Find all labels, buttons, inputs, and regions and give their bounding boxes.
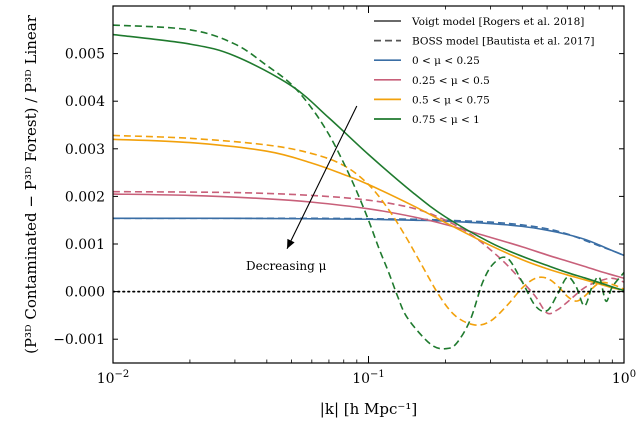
y-tick-label-4: 0.003	[65, 142, 105, 158]
y-tick-label-1: 0.000	[65, 285, 105, 301]
x-tick-label-2: 100	[612, 369, 636, 387]
y-tick-label-6: 0.005	[65, 47, 105, 63]
x-tick-label-1: 10−1	[352, 369, 385, 387]
y-axis-label-text: (P³ᴰ Contaminated − P³ᴰ Forest) / P³ᴰ Li…	[22, 14, 40, 354]
annotation-arrowhead	[287, 238, 295, 249]
series-line-2	[113, 193, 624, 280]
y-axis-label: (P³ᴰ Contaminated − P³ᴰ Forest) / P³ᴰ Li…	[22, 14, 40, 354]
axis-ticks: −0.001 0.000 0.001 0.002 0.003 0.004 0.005 10−2…	[53, 6, 636, 387]
x-axis-label: |k| [h Mpc⁻¹]	[320, 400, 417, 418]
legend: Voigt model [Rogers et al. 2018] BOSS mod…	[374, 16, 594, 126]
series-line-3	[113, 190, 624, 315]
series-line-4	[113, 138, 624, 291]
curves-layer	[113, 24, 624, 350]
series-line-7	[113, 24, 624, 350]
annotation-arrow	[286, 105, 358, 250]
series-line-0	[113, 217, 624, 257]
legend-label-2: 0 < μ < 0.25	[412, 55, 480, 67]
legend-label-3: 0.25 < μ < 0.5	[412, 75, 490, 87]
y-tick-label-0: −0.001	[53, 332, 105, 348]
x-tick-label-0: 10−2	[97, 369, 130, 387]
series-line-6	[113, 33, 624, 292]
y-tick-label-2: 0.001	[65, 237, 105, 253]
series-line-1	[113, 217, 624, 257]
legend-label-5: 0.75 < μ < 1	[412, 114, 480, 126]
y-tick-label-5: 0.004	[65, 94, 105, 110]
legend-label-1: BOSS model [Bautista et al. 2017]	[412, 36, 594, 48]
series-line-5	[113, 134, 624, 326]
annotation: Decreasing μ	[246, 105, 358, 273]
legend-label-4: 0.5 < μ < 0.75	[412, 94, 490, 106]
annotation-text: Decreasing μ	[246, 259, 327, 273]
legend-label-0: Voigt model [Rogers et al. 2018]	[411, 16, 584, 28]
y-tick-label-3: 0.002	[65, 189, 105, 205]
x-axis-label-text: |k| [h Mpc⁻¹]	[320, 400, 417, 418]
